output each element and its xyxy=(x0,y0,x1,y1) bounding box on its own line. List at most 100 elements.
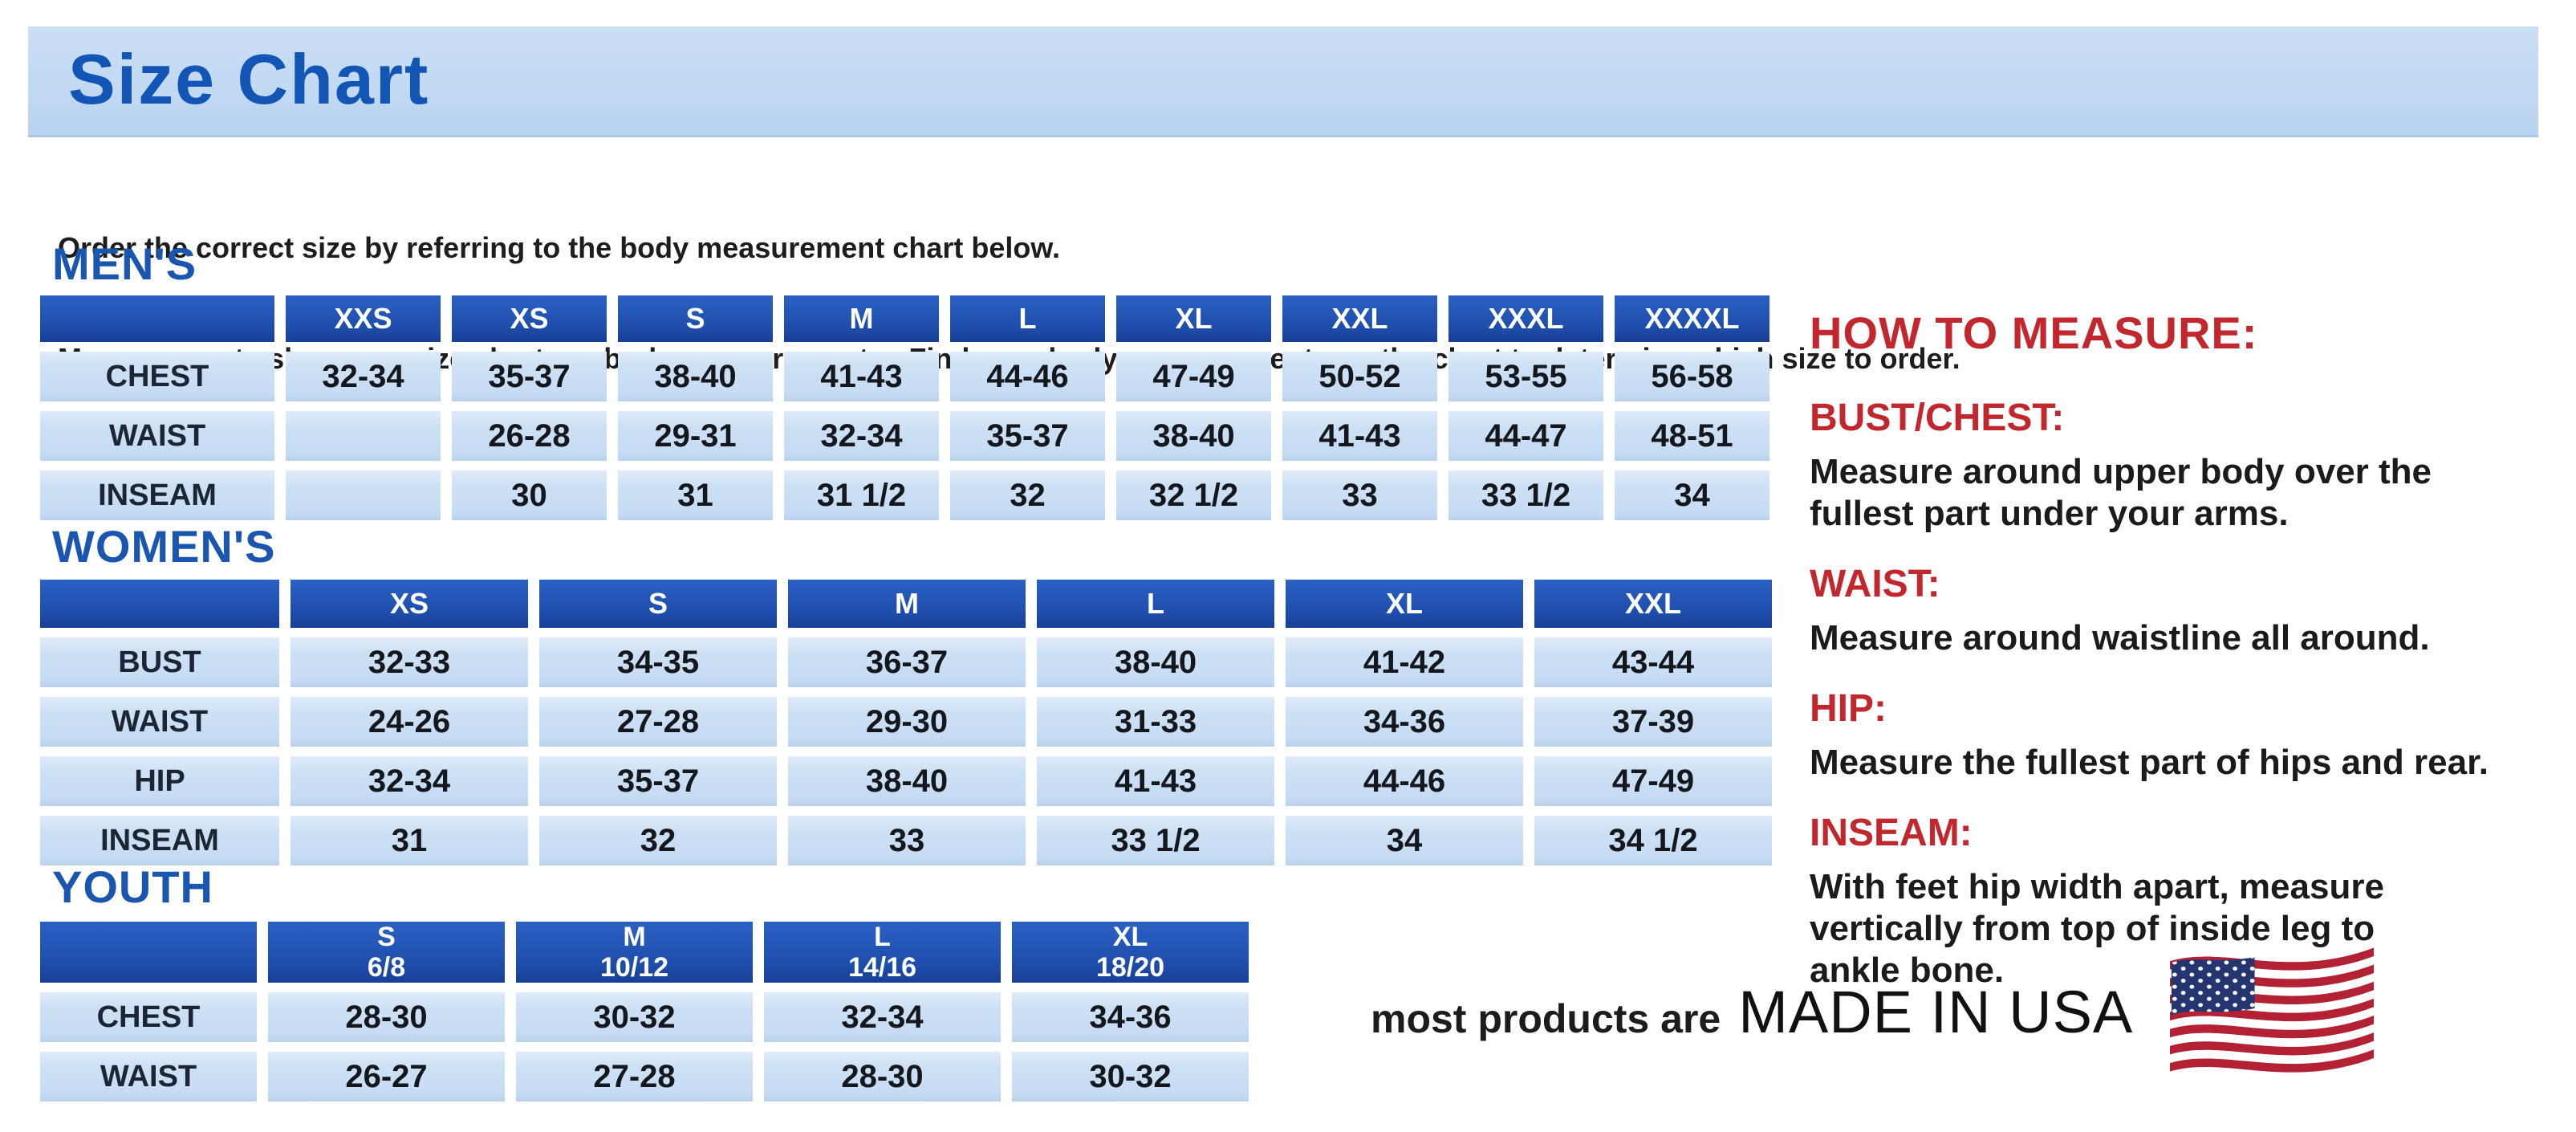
size-cell xyxy=(286,411,441,461)
column-header xyxy=(40,922,257,983)
size-cell: 31 xyxy=(618,470,773,520)
column-header: XL xyxy=(1286,580,1523,628)
measure-item-label: INSEAM: xyxy=(1810,812,1973,854)
column-header: L xyxy=(1037,580,1274,628)
column-header: L xyxy=(950,295,1105,342)
column-header: M 10/12 xyxy=(516,922,753,983)
size-cell: 27-28 xyxy=(539,697,777,747)
size-cell: 56-58 xyxy=(1615,352,1769,401)
size-cell: 30-32 xyxy=(516,992,753,1042)
size-cell: 32 xyxy=(539,816,777,865)
column-header: XS xyxy=(452,295,607,342)
size-cell: 32-34 xyxy=(764,992,1001,1042)
size-cell: 43-44 xyxy=(1534,637,1772,687)
footer-prefix-text: most products are xyxy=(1371,996,1721,1041)
column-header xyxy=(40,580,279,628)
column-header: XXS xyxy=(286,295,441,342)
table-row: CHEST 28-30 30-32 32-34 34-36 xyxy=(40,992,1249,1042)
row-label: INSEAM xyxy=(40,470,274,520)
column-header: S xyxy=(539,580,777,628)
column-header: XL xyxy=(1116,295,1271,342)
table-row: WAIST 26-27 27-28 28-30 30-32 xyxy=(40,1052,1249,1101)
size-cell: 41-43 xyxy=(1282,411,1437,461)
measure-item-label: HIP: xyxy=(1810,687,1887,730)
row-label: WAIST xyxy=(40,411,274,461)
size-cell: 47-49 xyxy=(1534,756,1772,806)
size-cell: 44-47 xyxy=(1448,411,1603,461)
column-header xyxy=(40,295,274,342)
size-cell: 32 1/2 xyxy=(1116,470,1271,520)
size-cell: 31 1/2 xyxy=(784,470,939,520)
size-cell: 31-33 xyxy=(1037,697,1274,747)
size-cell: 41-43 xyxy=(1037,756,1274,806)
size-cell: 35-37 xyxy=(452,352,607,401)
row-label: HIP xyxy=(40,756,279,806)
size-cell: 34 xyxy=(1615,470,1769,520)
measure-item-text: Measure around upper body over the fulle… xyxy=(1810,452,2432,533)
size-cell: 37-39 xyxy=(1534,697,1772,747)
measure-item-label: BUST/CHEST: xyxy=(1810,397,2065,439)
size-cell: 35-37 xyxy=(539,756,777,806)
made-in-usa-text: MADE IN USA xyxy=(1738,979,2134,1045)
size-cell: 35-37 xyxy=(950,411,1105,461)
measure-item-label: WAIST: xyxy=(1810,563,1940,605)
measure-item-text: With feet hip width apart, measure verti… xyxy=(1810,867,2384,990)
row-label: WAIST xyxy=(40,697,279,747)
size-cell: 41-42 xyxy=(1286,637,1523,687)
size-cell: 34 1/2 xyxy=(1534,816,1772,865)
size-cell: 50-52 xyxy=(1282,352,1437,401)
column-header: M xyxy=(784,295,939,342)
size-cell: 33 xyxy=(788,816,1026,865)
column-header: M xyxy=(788,580,1026,628)
row-label: WAIST xyxy=(40,1052,257,1101)
size-cell xyxy=(286,470,441,520)
title-banner: Size Chart xyxy=(28,26,2538,137)
size-cell: 38-40 xyxy=(1037,637,1274,687)
youth-size-table: S 6/8 M 10/12 L 14/16 XL 18/20 CHEST 28-30 30-32 32… xyxy=(29,912,1260,1111)
column-header: XXXL xyxy=(1448,295,1603,342)
size-cell: 38-40 xyxy=(788,756,1026,806)
table-row: INSEAM 31 32 33 33 1/2 34 34 1/2 xyxy=(40,816,1772,865)
womens-section-heading: WOMEN'S xyxy=(52,521,276,572)
intro-line-1: Order the correct size by referring to t… xyxy=(58,231,1060,264)
column-header: S xyxy=(618,295,773,342)
column-header: XS xyxy=(291,580,528,628)
size-cell: 24-26 xyxy=(291,697,528,747)
measure-item: HIP: Measure the fullest part of hips an… xyxy=(1810,686,2572,784)
page-title: Size Chart xyxy=(68,39,430,119)
size-cell: 44-46 xyxy=(950,352,1105,401)
column-header: XL 18/20 xyxy=(1012,922,1249,983)
how-to-measure-section: HOW TO MEASURE: BUST/CHEST: Measure arou… xyxy=(1810,307,2572,992)
size-cell: 38-40 xyxy=(1116,411,1271,461)
size-cell: 32 xyxy=(950,470,1105,520)
measure-item: BUST/CHEST: Measure around upper body ov… xyxy=(1810,396,2572,535)
table-row: WAIST 24-26 27-28 29-30 31-33 34-36 37-39 xyxy=(40,697,1772,747)
size-cell: 47-49 xyxy=(1116,352,1271,401)
size-cell: 32-33 xyxy=(291,637,528,687)
made-in-usa-line: most products are MADE IN USA xyxy=(1371,978,2133,1046)
size-cell: 48-51 xyxy=(1615,411,1769,461)
size-cell: 27-28 xyxy=(516,1052,753,1101)
us-flag-icon xyxy=(2170,941,2377,1096)
size-cell: 33 1/2 xyxy=(1448,470,1603,520)
row-label: CHEST xyxy=(40,352,274,401)
table-row: HIP 32-34 35-37 38-40 41-43 44-46 47-49 xyxy=(40,756,1772,806)
table-row: BUST 32-33 34-35 36-37 38-40 41-42 43-44 xyxy=(40,637,1772,687)
size-cell: 33 xyxy=(1282,470,1437,520)
row-label: BUST xyxy=(40,637,279,687)
header-row: XXS XS S M L XL XXL XXXL XXXXL xyxy=(40,295,1769,342)
measure-item-text: Measure the fullest part of hips and rea… xyxy=(1810,743,2489,782)
size-cell: 31 xyxy=(291,816,528,865)
size-cell: 34-35 xyxy=(539,637,777,687)
mens-size-table: XXS XS S M L XL XXL XXXL XXXXL CHEST 32-34 35-37 38-… xyxy=(29,286,1781,530)
size-cell: 44-46 xyxy=(1286,756,1523,806)
size-cell: 26-27 xyxy=(268,1052,505,1101)
measure-item-text: Measure around waistline all around. xyxy=(1810,618,2430,658)
header-row: XS S M L XL XXL xyxy=(40,580,1772,628)
size-cell: 28-30 xyxy=(764,1052,1001,1101)
measure-item: WAIST: Measure around waistline all arou… xyxy=(1810,562,2572,659)
mens-section-heading: MEN'S xyxy=(52,238,197,289)
table-row: INSEAM 30 31 31 1/2 32 32 1/2 33 33 1/2 34 xyxy=(40,470,1769,520)
column-header: XXL xyxy=(1282,295,1437,342)
